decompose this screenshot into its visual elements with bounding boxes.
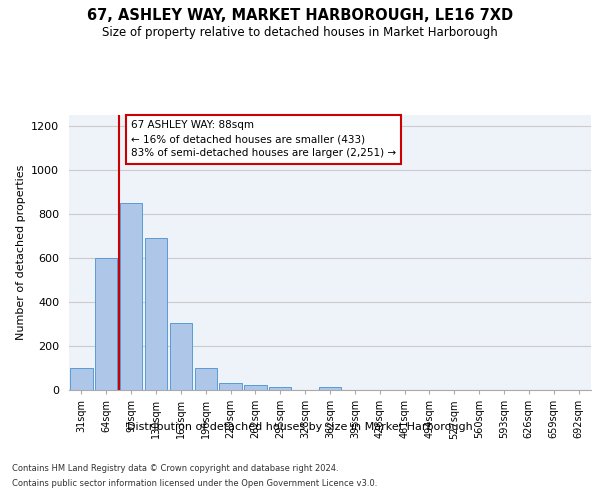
Text: Size of property relative to detached houses in Market Harborough: Size of property relative to detached ho… [102, 26, 498, 39]
Bar [244, 384, 266, 390]
Bar [319, 386, 341, 390]
Y-axis label: Number of detached properties: Number of detached properties [16, 165, 26, 340]
Text: 67 ASHLEY WAY: 88sqm
← 16% of detached houses are smaller (433)
83% of semi-deta: 67 ASHLEY WAY: 88sqm ← 16% of detached h… [131, 120, 396, 158]
Bar [145, 238, 167, 390]
Bar [194, 368, 217, 390]
Bar [269, 386, 292, 390]
Bar [95, 258, 118, 390]
Bar [120, 203, 142, 390]
Text: Contains public sector information licensed under the Open Government Licence v3: Contains public sector information licen… [12, 479, 377, 488]
Text: Distribution of detached houses by size in Market Harborough: Distribution of detached houses by size … [127, 422, 473, 432]
Bar [220, 384, 242, 390]
Text: 67, ASHLEY WAY, MARKET HARBOROUGH, LE16 7XD: 67, ASHLEY WAY, MARKET HARBOROUGH, LE16 … [87, 8, 513, 22]
Text: Contains HM Land Registry data © Crown copyright and database right 2024.: Contains HM Land Registry data © Crown c… [12, 464, 338, 473]
Bar [70, 368, 92, 390]
Bar [170, 323, 192, 390]
